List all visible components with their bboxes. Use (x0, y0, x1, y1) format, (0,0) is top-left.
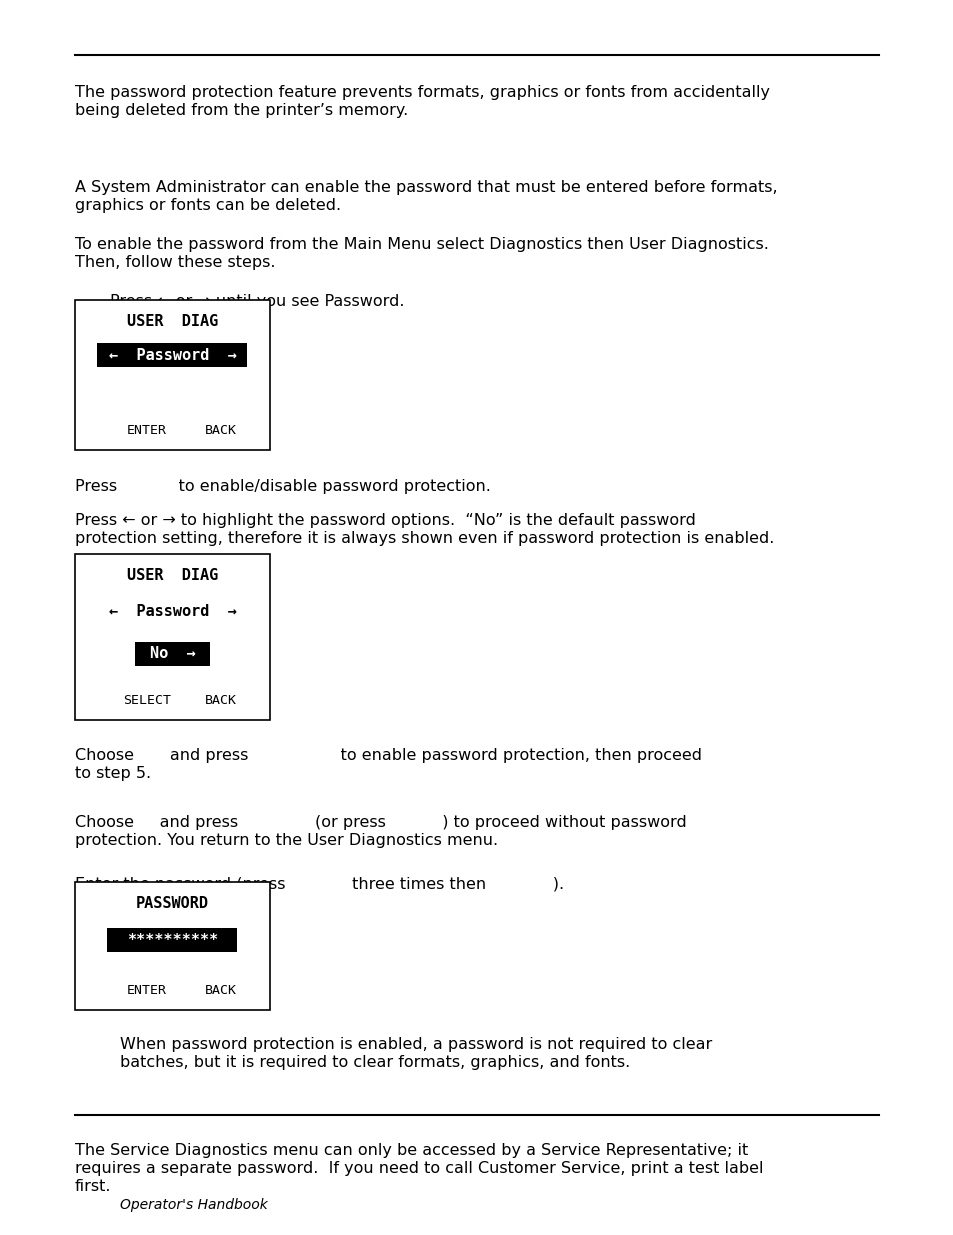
Text: to step 5.: to step 5. (75, 766, 151, 781)
Text: graphics or fonts can be deleted.: graphics or fonts can be deleted. (75, 198, 341, 212)
Bar (108, 927, 237, 952)
Bar (75, 300, 270, 450)
Text: ENTER: ENTER (127, 983, 167, 997)
Text: USER  DIAG: USER DIAG (127, 315, 218, 330)
Text: **********: ********** (127, 932, 218, 947)
Text: ENTER: ENTER (127, 424, 167, 436)
Text: first.: first. (75, 1178, 112, 1194)
Text: being deleted from the printer’s memory.: being deleted from the printer’s memory. (75, 103, 408, 117)
Text: No  →: No → (150, 646, 195, 662)
Text: The Service Diagnostics menu can only be accessed by a Service Representative; i: The Service Diagnostics menu can only be… (75, 1144, 747, 1158)
Text: Press            to enable/disable password protection.: Press to enable/disable password protect… (75, 479, 491, 494)
Text: Enter the password (press             three times then             ).: Enter the password (press three times th… (75, 877, 563, 892)
Text: protection setting, therefore it is always shown even if password protection is : protection setting, therefore it is alwa… (75, 531, 774, 546)
Text: BACK: BACK (205, 694, 237, 706)
Text: To enable the password from the Main Menu select Diagnostics then User Diagnosti: To enable the password from the Main Men… (75, 237, 768, 252)
Text: ←  Password  →: ← Password → (109, 604, 236, 620)
Text: A System Administrator can enable the password that must be entered before forma: A System Administrator can enable the pa… (75, 180, 777, 195)
Text: SELECT: SELECT (123, 694, 171, 706)
Text: BACK: BACK (205, 983, 237, 997)
Text: When password protection is enabled, a password is not required to clear: When password protection is enabled, a p… (120, 1037, 712, 1052)
Text: batches, but it is required to clear formats, graphics, and fonts.: batches, but it is required to clear for… (120, 1055, 630, 1070)
Text: requires a separate password.  If you need to call Customer Service, print a tes: requires a separate password. If you nee… (75, 1161, 762, 1176)
Text: Choose       and press                  to enable password protection, then proc: Choose and press to enable password prot… (75, 748, 701, 763)
Bar (97, 343, 247, 367)
Bar (75, 882, 270, 1010)
Text: Operator's Handbook: Operator's Handbook (120, 1198, 268, 1212)
Text: ←  Password  →: ← Password → (109, 347, 236, 363)
Text: Press ← or → to highlight the password options.  “No” is the default password: Press ← or → to highlight the password o… (75, 513, 695, 529)
Text: The password protection feature prevents formats, graphics or fonts from acciden: The password protection feature prevents… (75, 85, 769, 100)
Text: protection. You return to the User Diagnostics menu.: protection. You return to the User Diagn… (75, 832, 497, 847)
Text: Press ← or → until you see Password.: Press ← or → until you see Password. (110, 294, 404, 309)
Text: Choose     and press               (or press           ) to proceed without pass: Choose and press (or press ) to proceed … (75, 815, 686, 830)
Text: BACK: BACK (205, 424, 237, 436)
Text: USER  DIAG: USER DIAG (127, 568, 218, 583)
Bar (75, 555, 270, 720)
Text: PASSWORD: PASSWORD (136, 897, 209, 911)
Bar (135, 642, 210, 666)
Text: Then, follow these steps.: Then, follow these steps. (75, 254, 275, 269)
